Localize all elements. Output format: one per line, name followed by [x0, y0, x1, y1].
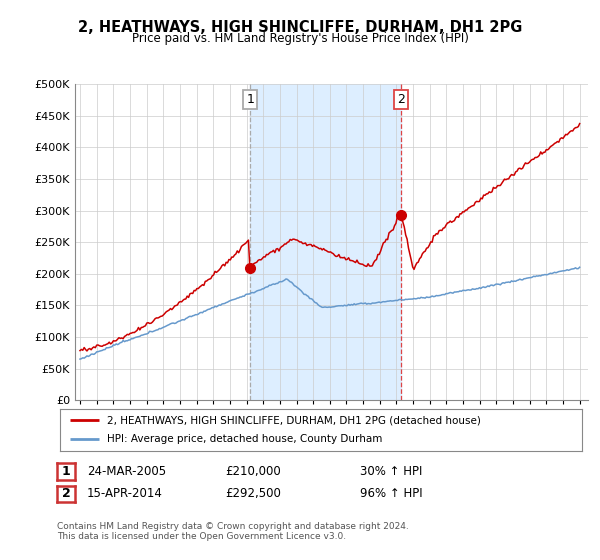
Text: £292,500: £292,500 — [225, 487, 281, 501]
Text: 24-MAR-2005: 24-MAR-2005 — [87, 465, 166, 478]
Text: Price paid vs. HM Land Registry's House Price Index (HPI): Price paid vs. HM Land Registry's House … — [131, 32, 469, 45]
Text: £210,000: £210,000 — [225, 465, 281, 478]
Bar — [250, 84, 401, 400]
Text: 1: 1 — [246, 94, 254, 106]
Text: 1: 1 — [62, 465, 70, 478]
Text: 15-APR-2014: 15-APR-2014 — [87, 487, 163, 501]
Text: HPI: Average price, detached house, County Durham: HPI: Average price, detached house, Coun… — [107, 435, 382, 445]
Text: 30% ↑ HPI: 30% ↑ HPI — [360, 465, 422, 478]
Text: Contains HM Land Registry data © Crown copyright and database right 2024.
This d: Contains HM Land Registry data © Crown c… — [57, 522, 409, 542]
Text: 2: 2 — [62, 487, 70, 501]
Text: 2, HEATHWAYS, HIGH SHINCLIFFE, DURHAM, DH1 2PG (detached house): 2, HEATHWAYS, HIGH SHINCLIFFE, DURHAM, D… — [107, 415, 481, 425]
Text: 2: 2 — [397, 94, 405, 106]
Text: 2, HEATHWAYS, HIGH SHINCLIFFE, DURHAM, DH1 2PG: 2, HEATHWAYS, HIGH SHINCLIFFE, DURHAM, D… — [78, 20, 522, 35]
Text: 96% ↑ HPI: 96% ↑ HPI — [360, 487, 422, 501]
